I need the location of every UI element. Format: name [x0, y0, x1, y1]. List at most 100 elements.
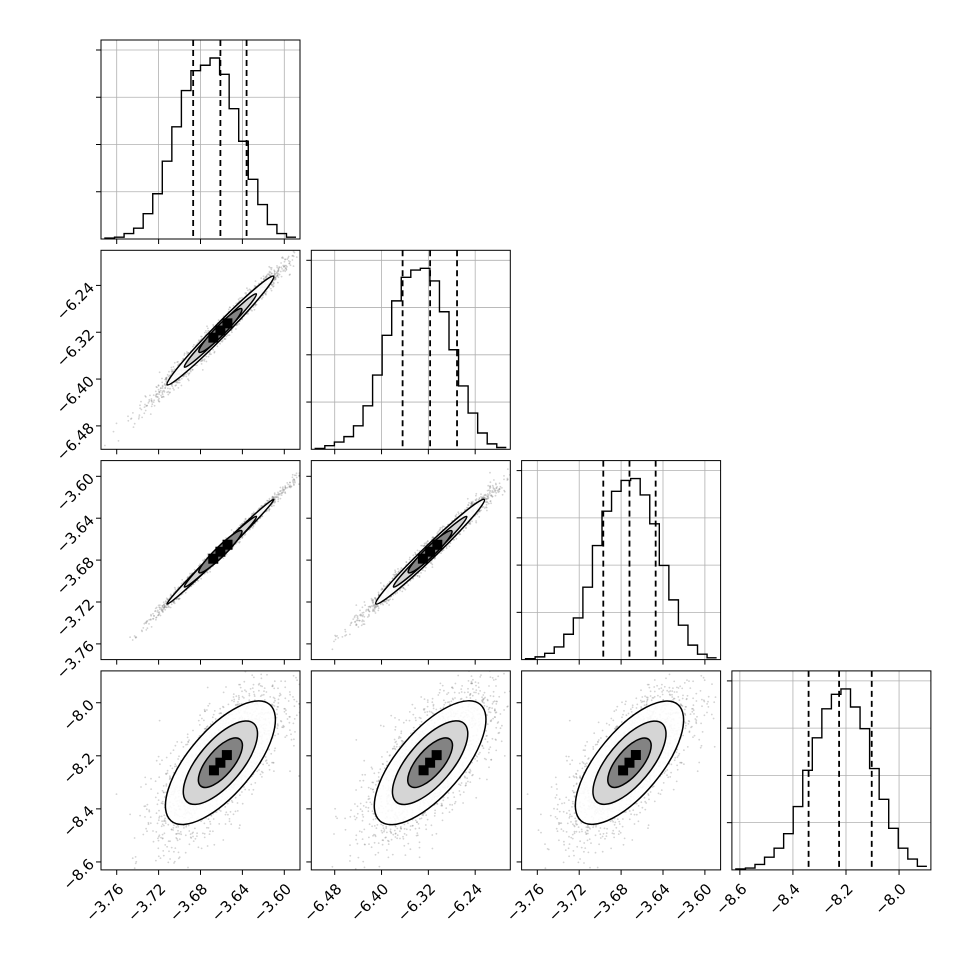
sample-point	[149, 619, 152, 621]
sample-point	[244, 517, 247, 520]
sample-point	[278, 266, 281, 269]
sample-point	[477, 499, 480, 501]
sample-point	[278, 266, 280, 269]
sample-point	[187, 379, 190, 382]
sample-point	[311, 240, 313, 242]
sample-point	[279, 270, 282, 273]
sample-point	[358, 619, 361, 622]
sample-point	[282, 264, 285, 267]
sample-point	[143, 622, 146, 625]
sample-point	[162, 601, 165, 604]
sample-point	[294, 481, 296, 484]
sample-point	[153, 404, 156, 407]
sample-point	[293, 483, 295, 486]
sample-point	[282, 489, 285, 492]
sample-point	[265, 290, 268, 293]
sample-point	[271, 284, 274, 287]
sample-point	[164, 384, 167, 387]
sample-point	[336, 635, 338, 637]
sample-point	[189, 369, 192, 371]
sample-point	[177, 598, 180, 601]
sample-point	[303, 472, 305, 474]
sample-point	[173, 389, 175, 391]
sample-point	[285, 268, 288, 271]
sample-point	[182, 375, 185, 378]
sample-point	[160, 609, 163, 612]
sample-point	[470, 502, 473, 504]
sample-point	[227, 308, 230, 311]
sample-point	[279, 497, 282, 500]
sample-point	[273, 279, 275, 282]
sample-point	[394, 569, 396, 572]
sample-point	[271, 505, 273, 508]
sample-point	[486, 509, 488, 512]
sample-point	[152, 617, 155, 620]
sample-point	[152, 612, 154, 615]
sample-point	[372, 601, 375, 603]
sample-point	[150, 613, 152, 616]
density-peak	[208, 553, 219, 564]
y-tick-label: −3.76	[53, 637, 98, 682]
y-tick-label: −6.40	[53, 372, 98, 417]
sample-point	[153, 615, 156, 617]
sample-point	[293, 474, 296, 477]
sample-point	[189, 370, 192, 373]
sample-point	[249, 528, 251, 531]
sample-point	[287, 483, 290, 486]
sample-point	[286, 265, 288, 268]
sample-point	[163, 389, 165, 392]
sample-point	[206, 325, 208, 328]
sample-point	[203, 358, 206, 360]
sample-point	[241, 318, 244, 321]
sample-point	[185, 375, 188, 378]
sample-point	[362, 623, 365, 625]
sample-point	[541, 443, 543, 445]
sample-point	[205, 330, 207, 332]
sample-point	[493, 488, 496, 490]
sample-point	[268, 497, 271, 500]
sample-point	[276, 266, 279, 269]
sample-point	[174, 384, 177, 387]
sample-point	[258, 282, 260, 285]
sample-point	[155, 386, 158, 388]
sample-point	[145, 629, 148, 631]
sample-point	[424, 566, 427, 569]
sample-point	[267, 500, 269, 502]
sample-point	[166, 606, 168, 609]
sample-point	[212, 348, 215, 351]
sample-point	[284, 267, 287, 270]
sample-point	[251, 309, 253, 312]
sample-point	[197, 564, 200, 567]
sample-point	[170, 366, 173, 369]
histogram-0	[104, 57, 297, 239]
sample-point	[157, 614, 159, 617]
sample-point	[282, 257, 284, 259]
sample-point	[453, 538, 456, 541]
sample-point	[289, 484, 291, 487]
sample-point	[161, 381, 164, 384]
sample-point	[281, 489, 284, 492]
sample-point	[283, 265, 286, 268]
sample-point	[165, 377, 167, 379]
sample-point	[487, 484, 490, 487]
sample-point	[274, 276, 277, 279]
sample-point	[284, 486, 287, 489]
sample-point	[161, 384, 164, 387]
sample-point	[483, 494, 486, 496]
panel-frame	[310, 249, 511, 450]
sample-point	[227, 334, 229, 336]
sample-point	[148, 398, 151, 401]
sample-point	[321, 233, 323, 235]
sample-point	[271, 496, 274, 499]
sample-point	[165, 601, 168, 603]
sample-point	[205, 331, 208, 334]
sample-point	[159, 389, 162, 392]
sample-point	[472, 500, 474, 503]
sample-point	[154, 610, 157, 612]
sample-point	[254, 303, 257, 306]
sample-point	[200, 335, 202, 338]
sample-point	[161, 387, 164, 389]
sample-point	[207, 355, 210, 358]
sample-point	[206, 570, 209, 573]
sample-point	[277, 270, 279, 272]
